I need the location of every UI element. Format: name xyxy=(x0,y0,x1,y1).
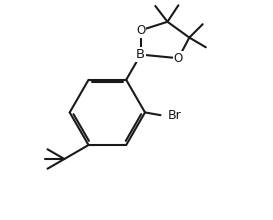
Text: O: O xyxy=(174,52,183,65)
Text: B: B xyxy=(136,48,145,61)
Text: Br: Br xyxy=(168,109,182,122)
Text: O: O xyxy=(136,24,146,37)
